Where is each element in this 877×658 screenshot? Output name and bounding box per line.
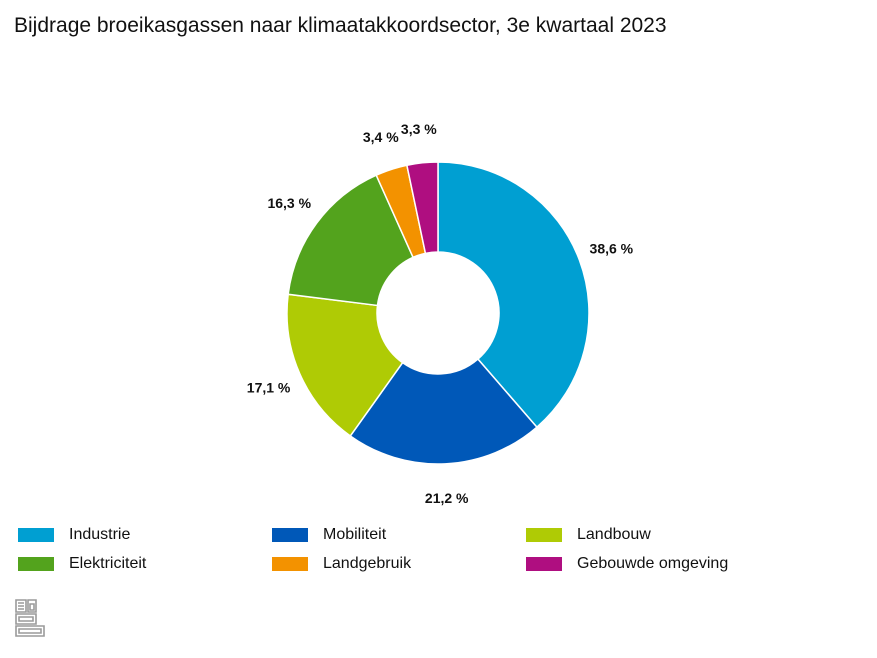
legend-label: Gebouwde omgeving (577, 555, 729, 572)
legend-item-landbouw: Landbouw (526, 525, 651, 545)
legend-swatch (18, 528, 54, 542)
data-label-gebouwde-omgeving: 3,3 % (401, 121, 437, 137)
legend-item-mobiliteit: Mobiliteit (272, 525, 386, 545)
donut-slices (286, 161, 590, 465)
chart-title: Bijdrage broeikasgassen naar klimaatakko… (14, 14, 667, 37)
legend-item-gebouwde-omgeving: Gebouwde omgeving (526, 554, 728, 574)
legend-label: Landbouw (577, 526, 651, 543)
donut-chart: 38,6 % 21,2 % 17,1 % 16,3 % 3,4 %3,3 % (247, 121, 634, 506)
legend-swatch (272, 528, 308, 542)
legend-item-industrie: Industrie (18, 525, 130, 545)
legend-swatch (18, 557, 54, 571)
data-label-elektriciteit: 16,3 % (267, 195, 311, 211)
legend-label: Elektriciteit (69, 555, 147, 572)
legend-item-elektriciteit: Elektriciteit (18, 554, 146, 574)
legend-swatch (526, 528, 562, 542)
data-label-mobiliteit: 21,2 % (425, 490, 469, 506)
slice-industrie (437, 161, 590, 429)
data-labels: 38,6 % 21,2 % 17,1 % 16,3 % 3,4 %3,3 % (247, 121, 634, 506)
cbs-logo-icon (15, 599, 45, 637)
legend-swatch (272, 557, 308, 571)
slice-elektriciteit (287, 174, 415, 307)
legend-label: Mobiliteit (323, 526, 387, 543)
data-label-landbouw: 17,1 % (247, 379, 291, 395)
legend-label: Landgebruik (323, 555, 412, 572)
legend-label: Industrie (69, 526, 131, 543)
legend-item-landgebruik: Landgebruik (272, 554, 411, 574)
slice-gebouwde-omgeving (405, 161, 439, 255)
legend-swatch (526, 557, 562, 571)
data-label-landgebruik: 3,4 % (363, 129, 399, 145)
data-label-industrie: 38,6 % (590, 240, 634, 256)
slice-landbouw (286, 293, 404, 437)
slice-mobiliteit (349, 358, 538, 465)
